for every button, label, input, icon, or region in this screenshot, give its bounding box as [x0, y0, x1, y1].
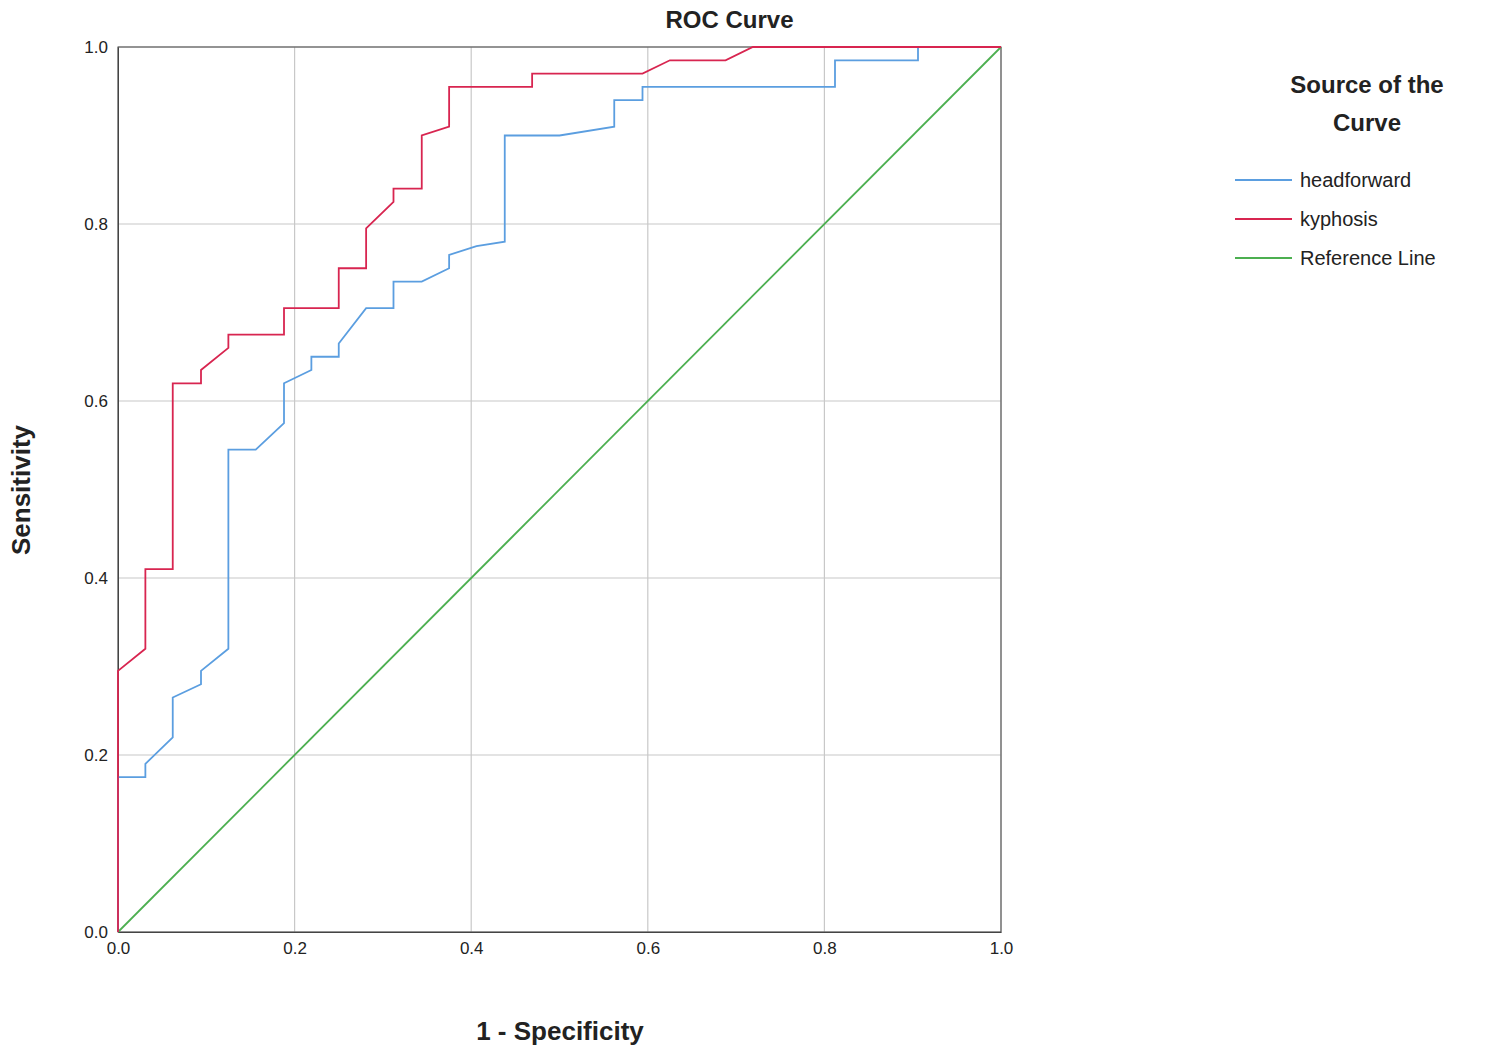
- grid-line-x: [294, 47, 295, 932]
- legend-swatch: [1235, 218, 1292, 220]
- roc-line: [118, 47, 1001, 932]
- grid-line-x: [647, 47, 648, 932]
- grid-line-x: [471, 47, 472, 932]
- tick-label: 0.0: [107, 939, 131, 958]
- y-axis: 0.0 0.2 0.4 0.6 0.8 1.0: [84, 38, 118, 942]
- tick: 0.0: [84, 923, 118, 942]
- roc-line: [118, 47, 1001, 932]
- grid-line-y: [118, 577, 1001, 578]
- legend-swatch: [1235, 179, 1292, 181]
- x-axis-label: 1 - Specificity: [476, 1016, 644, 1046]
- chart: 0.0 0.2 0.4 0.6 0.8 1.0 0.0 0.2 0.4 0.6 0.8 1.0 ROC …: [0, 0, 1502, 1053]
- tick: 1.0: [84, 38, 118, 57]
- tick: 0.4: [460, 932, 484, 958]
- grid-line-y: [118, 754, 1001, 755]
- tick-label: 1.0: [84, 38, 108, 57]
- tick: 0.0: [107, 932, 131, 958]
- legend-swatch: [1235, 257, 1292, 259]
- tick-label: 0.8: [84, 215, 108, 234]
- plot-area: [118, 47, 1001, 932]
- y-axis-label: Sensitivity: [6, 424, 36, 555]
- legend-title: Source of theCurve: [1290, 71, 1443, 136]
- tick: 0.4: [84, 569, 118, 588]
- tick: 0.8: [84, 215, 118, 234]
- tick-label: 1.0: [990, 939, 1014, 958]
- title: ROC Curve: [665, 6, 793, 33]
- tick: 0.2: [84, 746, 118, 765]
- tick: 1.0: [990, 932, 1014, 958]
- tick: 0.8: [813, 932, 837, 958]
- grid: [118, 47, 1001, 932]
- tick: 0.6: [84, 392, 118, 411]
- tick-label: 0.2: [283, 939, 307, 958]
- grid-line-y: [118, 400, 1001, 401]
- tick-label: 0.8: [813, 939, 837, 958]
- tick-label: 0.4: [84, 569, 108, 588]
- plot-frame: [118, 47, 1001, 932]
- tick-label: 0.6: [636, 939, 660, 958]
- x-axis: 0.0 0.2 0.4 0.6 0.8 1.0: [107, 932, 1014, 958]
- roc-line: [118, 47, 1001, 932]
- tick: 0.2: [283, 932, 307, 958]
- tick-label: 0.0: [84, 923, 108, 942]
- tick-label: 0.4: [460, 939, 484, 958]
- grid-line-y: [118, 223, 1001, 224]
- grid-line-x: [824, 47, 825, 932]
- tick: 0.6: [636, 932, 660, 958]
- axis-line: [119, 932, 1002, 933]
- legend-label: Reference Line: [1300, 247, 1436, 269]
- legend-label: kyphosis: [1300, 208, 1378, 230]
- tick-label: 0.2: [84, 746, 108, 765]
- legend: Source of theCurve headforward kyphosis Ref…: [1235, 71, 1444, 269]
- legend-label: headforward: [1300, 169, 1411, 191]
- tick-label: 0.6: [84, 392, 108, 411]
